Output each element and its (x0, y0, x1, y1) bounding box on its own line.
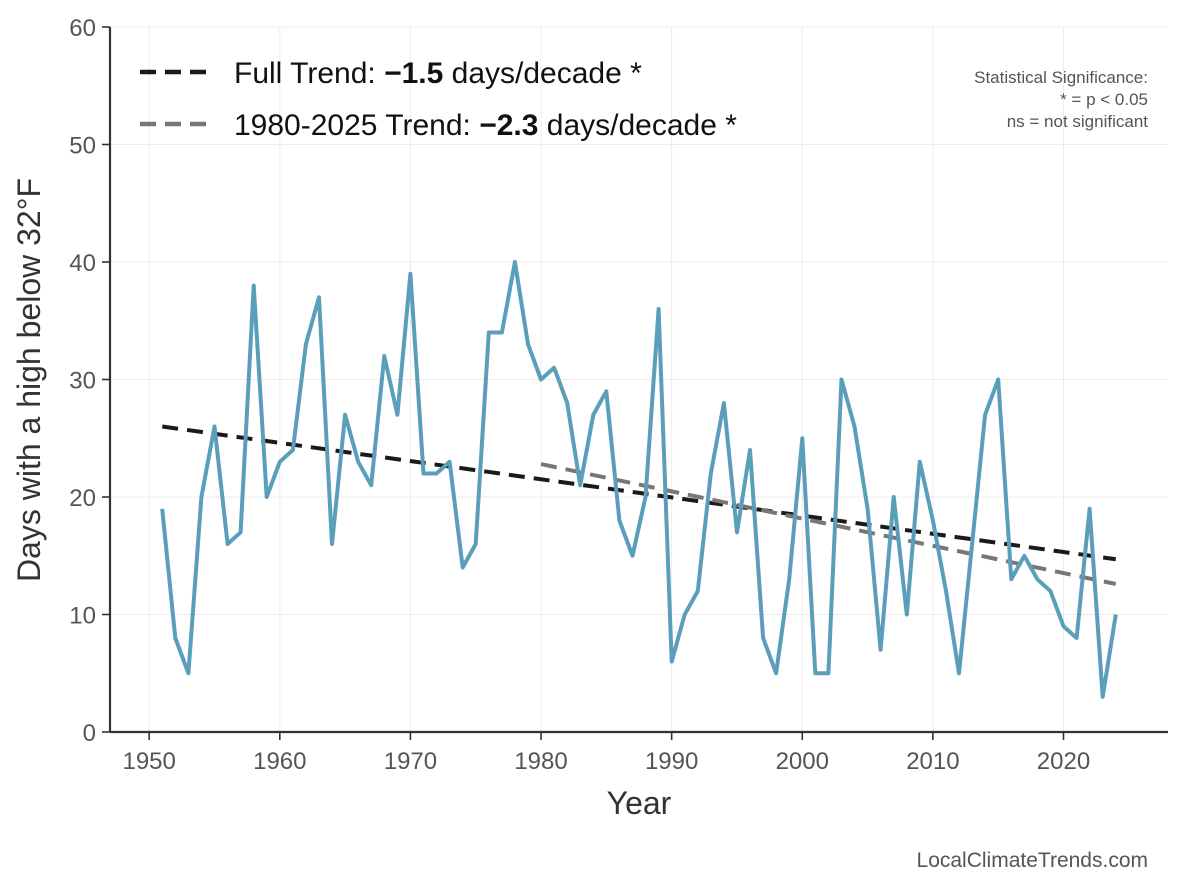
legend-label: Full Trend: −1.5 days/decade * (234, 57, 642, 90)
x-axis-title: Year (607, 785, 672, 821)
x-tick-label: 2000 (776, 748, 829, 775)
significance-line: Statistical Significance: (974, 68, 1148, 87)
y-tick-label: 30 (69, 368, 96, 395)
grid (110, 26, 1168, 733)
y-axis-title: Days with a high below 32°F (11, 178, 47, 582)
series-line (160, 260, 1118, 699)
significance-line: * = p < 0.05 (1060, 90, 1148, 109)
legend-label: 1980-2025 Trend: −2.3 days/decade * (234, 109, 737, 142)
x-tick-label: 1950 (122, 748, 175, 775)
trend-line (161, 424, 1117, 562)
credit-text: LocalClimateTrends.com (917, 849, 1148, 872)
ticks: 1950 1960 1970 1980 1990 2000 2010 2020 0 10 20 30 4… (69, 15, 1090, 775)
y-tick-label: 20 (69, 485, 96, 512)
plot-area (160, 260, 1118, 699)
y-tick-label: 60 (69, 15, 96, 42)
y-tick-label: 10 (69, 603, 96, 630)
x-tick-label: 2010 (906, 748, 959, 775)
x-tick-label: 2020 (1037, 748, 1090, 775)
significance-line: ns = not significant (1007, 112, 1149, 131)
y-tick-label: 40 (69, 250, 96, 277)
x-tick-label: 1970 (384, 748, 437, 775)
y-tick-label: 0 (83, 720, 96, 747)
legend: Full Trend: −1.5 days/decade * 1980-2025 … (140, 57, 737, 142)
x-tick-label: 1980 (514, 748, 567, 775)
y-tick-label: 50 (69, 133, 96, 160)
x-tick-label: 1990 (645, 748, 698, 775)
x-tick-label: 1960 (253, 748, 306, 775)
significance-note: Statistical Significance: * = p < 0.05 ns … (974, 68, 1148, 131)
